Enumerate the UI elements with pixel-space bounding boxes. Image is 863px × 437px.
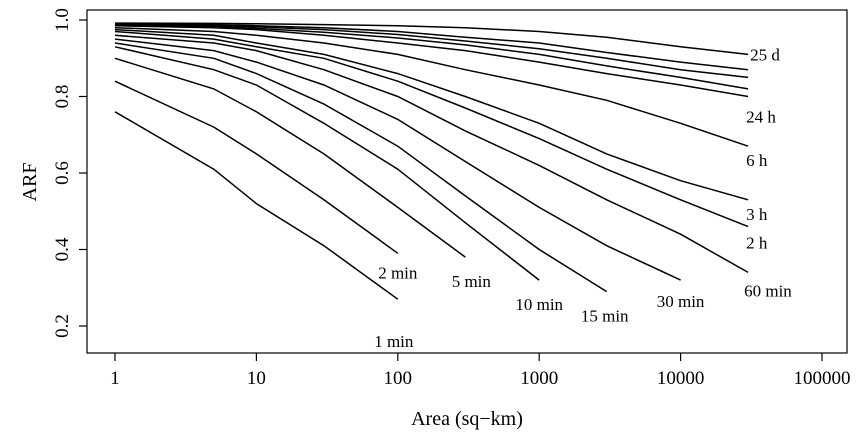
series-line-5-min: [114, 57, 466, 258]
x-axis: 1 10 100 1000 10000 100000: [110, 353, 851, 389]
series-line-24-h: [114, 24, 749, 98]
series-label-1-min: 1 min: [374, 332, 414, 351]
series-line-unlabeled-11: [114, 24, 749, 90]
series-line-unlabeled-13: [114, 23, 749, 71]
series-label-15-min: 15 min: [581, 307, 629, 326]
series-line-10-min: [114, 46, 540, 281]
series-label-24-h: 24 h: [746, 108, 776, 127]
series-line-3-h: [114, 28, 749, 201]
series-label-6-h: 6 h: [746, 151, 768, 170]
series-line-60-min: [114, 34, 749, 274]
y-tick-label: 0.8: [52, 85, 73, 109]
x-tick-label: 10: [247, 368, 266, 389]
series-label-2-h: 2 h: [746, 234, 768, 253]
series-line-1-min: [114, 111, 399, 300]
series-line-2-h: [114, 30, 749, 228]
series-line-15-min: [114, 42, 608, 293]
series-label-2-min: 2 min: [378, 263, 418, 282]
series-label-60-min: 60 min: [744, 281, 792, 300]
series-label-10-min: 10 min: [515, 295, 563, 314]
series-label-3-h: 3 h: [746, 205, 768, 224]
y-axis-title: ARF: [19, 163, 41, 202]
series-line-unlabeled-12: [114, 23, 749, 79]
series-line-6-h: [114, 26, 749, 147]
series-label-5-min: 5 min: [452, 272, 492, 291]
x-tick-label: 1000: [520, 368, 558, 389]
y-axis: 0.2 0.4 0.6 0.8 1.0: [52, 8, 87, 338]
y-tick-label: 1.0: [52, 8, 73, 32]
y-tick-label: 0.6: [52, 161, 73, 185]
plot-frame: [86, 9, 848, 354]
y-tick-label: 0.4: [52, 237, 73, 261]
series-lines: [114, 22, 749, 300]
x-axis-title: Area (sq−km): [411, 408, 523, 430]
y-tick-label: 0.2: [52, 314, 73, 338]
x-tick-label: 10000: [657, 368, 705, 389]
series-line-30-min: [114, 38, 681, 281]
x-tick-label: 1: [110, 368, 120, 389]
x-tick-label: 100: [384, 368, 413, 389]
series-labels: 1 min 2 min 5 min 10 min 15 min 30 min 60 min 2…: [374, 45, 792, 351]
series-label-30-min: 30 min: [657, 292, 705, 311]
series-line-2-min: [114, 80, 399, 254]
series-label-25-d: 25 d: [750, 45, 780, 64]
x-tick-label: 100000: [794, 368, 851, 389]
series-line-25-d: [114, 22, 749, 56]
